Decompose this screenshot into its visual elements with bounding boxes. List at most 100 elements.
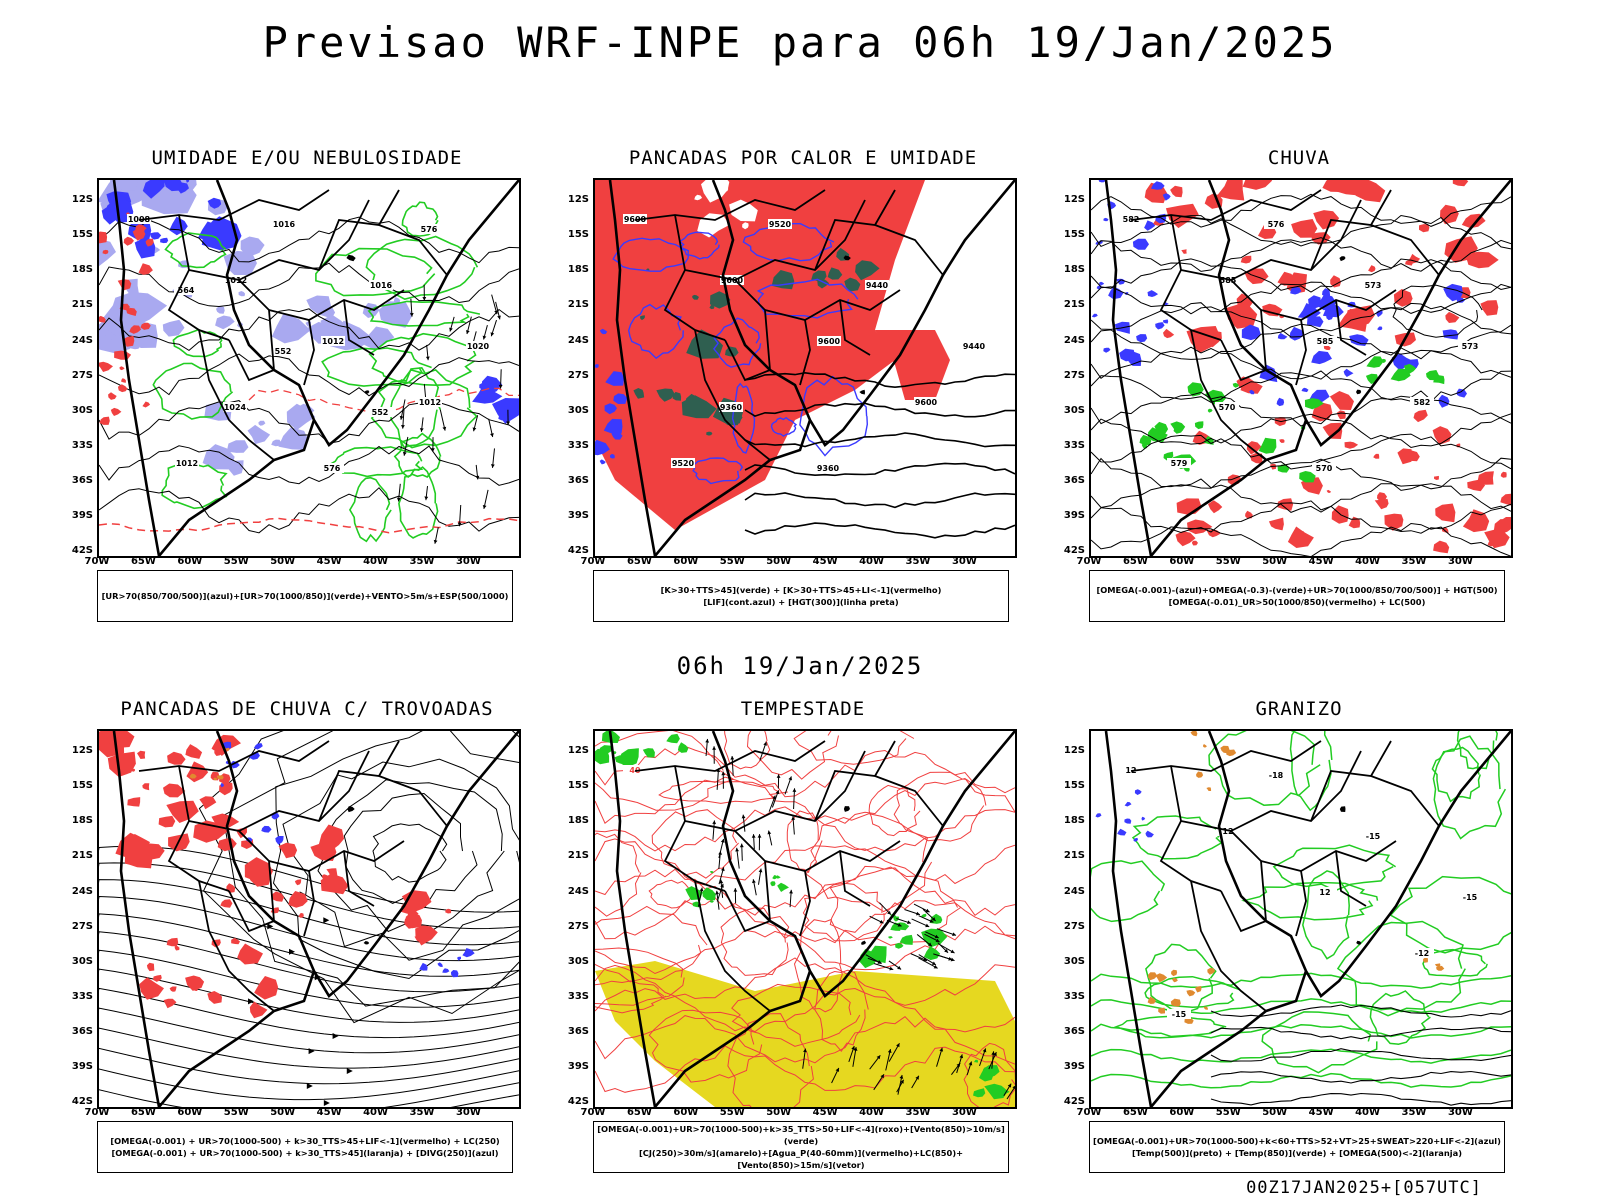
state-border xyxy=(839,850,871,907)
latitude-tick-label: 21S xyxy=(71,299,93,311)
contour-label-bg xyxy=(271,346,295,356)
wind-vector xyxy=(473,415,479,432)
thunderstorm-area xyxy=(141,843,165,860)
legend-line: [OMEGA(-0.001) + UR>70(1000-500) + k>30_… xyxy=(111,1148,499,1158)
wind850-strong xyxy=(890,913,897,918)
omega-strong-ascent xyxy=(1207,408,1213,413)
humidity-850-500 xyxy=(122,200,131,206)
thickness-labels-cluster xyxy=(139,226,145,232)
contour-label: 573 xyxy=(1462,342,1479,351)
humidity-low-level-contour xyxy=(367,300,481,327)
wind850-vector xyxy=(772,795,776,800)
wind850-vector xyxy=(736,847,740,869)
legend-line: [OMEGA(-0.001) + UR>70(1000-500) + k>30_… xyxy=(110,1136,500,1146)
latitude-tick-label: 36S xyxy=(71,475,93,487)
thunderstorm-area xyxy=(249,1001,268,1019)
wind-vector xyxy=(399,415,404,420)
legend-line: [OMEGA(-0.001)-(azul)+OMEGA(-0.3)-(verde… xyxy=(1096,585,1498,595)
wind850-vector xyxy=(925,931,939,939)
lc250-streamline xyxy=(343,792,478,909)
contour-label: 1012 xyxy=(176,459,198,468)
rain-humid-ascent xyxy=(1170,185,1183,198)
thunderstorm-area xyxy=(322,874,330,880)
wind850-vector xyxy=(712,820,715,840)
rain-humid-ascent xyxy=(1246,441,1262,455)
omega-weak-ascent xyxy=(1103,217,1109,222)
lc250-streamline xyxy=(198,731,519,1024)
omega-weak-ascent xyxy=(1249,389,1255,395)
humidity-850-500 xyxy=(101,205,124,225)
main-title: Previsao WRF-INPE para 06h 19/Jan/2025 xyxy=(262,18,1338,67)
omega-strong-ascent xyxy=(1203,436,1214,445)
divergence-250 xyxy=(437,962,443,967)
omega-weak-ascent xyxy=(1301,387,1309,393)
lc250-streamline xyxy=(99,949,519,1008)
state-border xyxy=(799,319,811,386)
lc250-streamline xyxy=(99,987,519,1039)
wind-vector xyxy=(488,418,494,438)
latitude-tick-label: 12S xyxy=(71,745,93,756)
convective-area-humid xyxy=(672,391,682,401)
omega-strong-ascent xyxy=(1139,434,1152,446)
wind850-vector xyxy=(730,756,735,760)
lc250-streamline xyxy=(267,923,274,930)
omega-weak-ascent xyxy=(1091,313,1098,318)
state-border xyxy=(343,850,375,907)
contour-label: 1012 xyxy=(225,276,247,285)
state-border xyxy=(874,224,944,276)
wind850-vector xyxy=(911,918,930,928)
omega500-strong xyxy=(1158,1007,1165,1014)
thunderstorm-area xyxy=(244,857,273,882)
humidity-mid-levels xyxy=(238,291,246,297)
river-plate-coast xyxy=(1150,419,1308,556)
wind850-vector xyxy=(753,834,755,850)
wind850-strong xyxy=(710,871,714,874)
state-border xyxy=(684,269,771,371)
contour-label: 1024 xyxy=(224,403,247,412)
latitude-tick-label: 36S xyxy=(71,1026,93,1038)
humidity-mid-levels xyxy=(109,292,168,330)
state-border xyxy=(1370,775,1440,827)
contour-label: 12 xyxy=(1222,827,1233,836)
state-border xyxy=(764,289,901,321)
river-plate-coast xyxy=(654,419,812,556)
longitude-tick-label: 70W xyxy=(580,1107,606,1118)
longitude-tick-label: 40W xyxy=(1355,1107,1381,1118)
wind850-vector xyxy=(911,1075,920,1089)
legend-line: [LIF](cont.azul) + [HGT(300)](linha pret… xyxy=(703,597,899,607)
humidity-mid-levels xyxy=(100,199,128,220)
latitude-tick-label: 42S xyxy=(1063,545,1085,557)
contour-label-bg xyxy=(1215,402,1239,412)
omega-weak-ascent xyxy=(1155,322,1165,330)
thunderstorm-area xyxy=(294,879,302,886)
lc250-streamline xyxy=(99,913,519,977)
longitude-tick-label: 45W xyxy=(316,556,342,567)
wind850-vector xyxy=(889,966,894,971)
river-plate-coast xyxy=(158,970,316,1107)
thunderstorm-area xyxy=(207,991,222,1004)
humidity-mid-levels xyxy=(178,260,190,269)
thunderstorm-area xyxy=(210,771,220,781)
lagoa-dos-patos xyxy=(859,389,865,395)
wind850-vector xyxy=(718,851,721,870)
wind850-strong xyxy=(888,936,893,939)
contour-label-bg xyxy=(174,285,198,295)
contour-label-bg xyxy=(1216,826,1240,836)
rain-humid-ascent xyxy=(1240,377,1263,394)
lifted-index-strong xyxy=(613,393,628,404)
omega500-strong xyxy=(1148,972,1158,981)
wind-vector xyxy=(449,327,453,332)
thunderstorm-area xyxy=(115,832,154,859)
state-border xyxy=(1180,269,1267,371)
thickness-labels-cluster xyxy=(123,236,134,246)
contour-label-bg xyxy=(417,224,441,234)
omega-weak-ascent xyxy=(1347,301,1356,308)
lc250-streamline xyxy=(314,974,321,981)
thunderstorm-area xyxy=(193,988,198,991)
wind-vector xyxy=(482,505,487,509)
thickness-labels-cluster xyxy=(99,231,108,244)
omega-weak-ascent xyxy=(1308,295,1321,309)
thunderstorm-area xyxy=(106,731,135,749)
omega-weak-ascent xyxy=(1119,348,1135,362)
